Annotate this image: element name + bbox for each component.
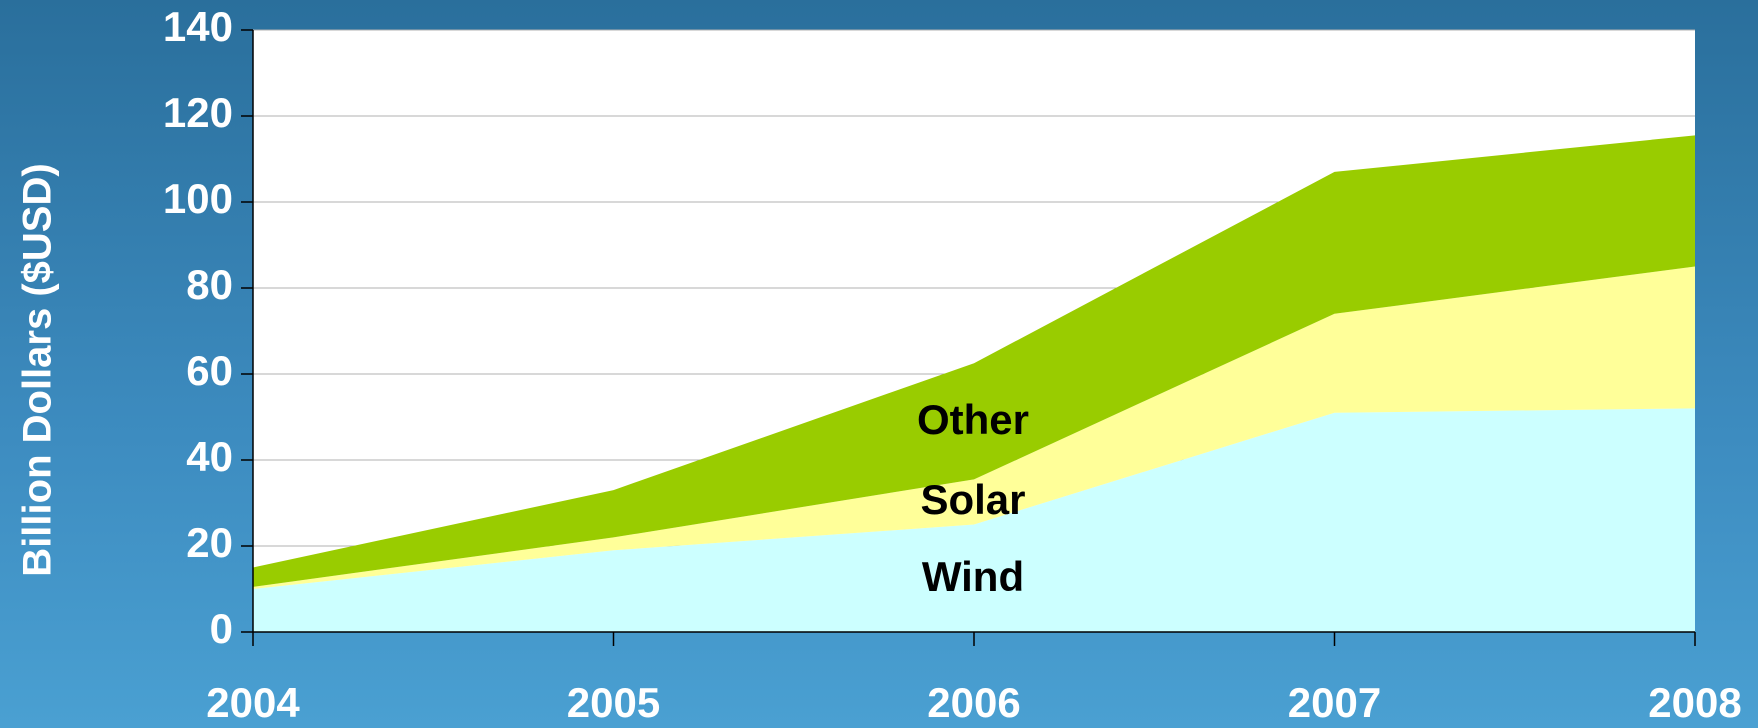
x-tick-label: 2005 (567, 679, 660, 726)
axes: 0 20 40 60 80 100 120 140 (163, 3, 1696, 652)
y-axis-label: Billion Dollars ($USD) (16, 163, 60, 576)
x-tick-label: 2008 (1648, 679, 1741, 726)
area (253, 266, 1695, 589)
area (253, 408, 1695, 632)
y-tick-label: 20 (186, 519, 233, 566)
y-tick-label: 40 (186, 433, 233, 480)
x-tick-label: 2004 (206, 679, 300, 726)
x-tick-label: 2006 (927, 679, 1020, 726)
series-label: Wind (922, 553, 1024, 600)
areas (253, 135, 1695, 632)
y-tick-label: 80 (186, 261, 233, 308)
series-label: Solar (920, 476, 1025, 523)
area (253, 135, 1695, 587)
x-tick-label: 2007 (1288, 679, 1381, 726)
y-tick-label: 60 (186, 347, 233, 394)
y-tick-label: 100 (163, 175, 233, 222)
y-tick-label: 0 (210, 605, 233, 652)
y-tick-label: 120 (163, 89, 233, 136)
series-label: Other (917, 396, 1029, 443)
y-tick-label: 140 (163, 3, 233, 50)
